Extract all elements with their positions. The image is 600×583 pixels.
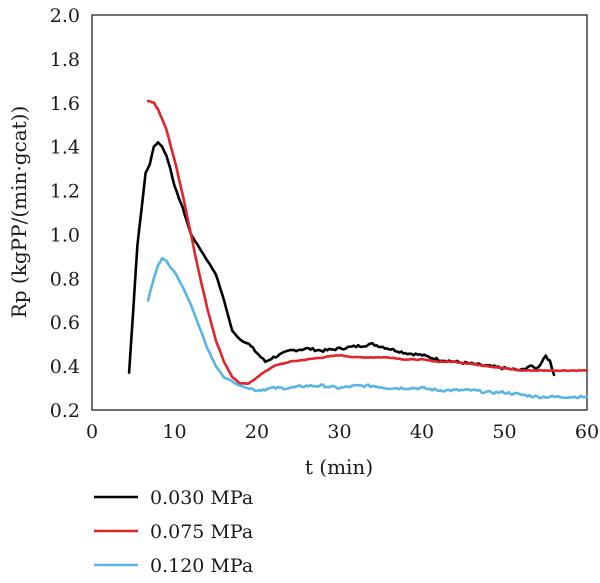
y-tick-label: 1.4 — [50, 137, 80, 159]
legend: 0.030 MPa 0.075 MPa 0.120 MPa — [94, 487, 253, 577]
y-axis-title: Rp (kgPP/(min·gcat)) — [7, 106, 31, 319]
series-line-3 — [146, 256, 589, 400]
series-line-1 — [127, 141, 556, 377]
legend-label-2: 0.075 MPa — [150, 521, 253, 543]
y-tick-label: 0.4 — [50, 356, 80, 378]
x-tick-label: 20 — [245, 421, 269, 443]
x-tick-label: 50 — [492, 421, 516, 443]
y-tick-label: 0.8 — [50, 268, 80, 290]
legend-label-3: 0.120 MPa — [150, 555, 253, 577]
x-tick-label: 40 — [410, 421, 434, 443]
y-tick-labels: 0.2 0.4 0.6 0.8 1.0 1.2 1.4 1.6 1.8 2.0 — [50, 5, 80, 422]
y-tick-label: 0.2 — [50, 400, 80, 422]
y-tick-label: 2.0 — [50, 5, 80, 27]
plot-frame — [91, 14, 588, 411]
x-tick-label: 0 — [86, 421, 98, 443]
x-axis-title: t (min) — [305, 455, 373, 479]
x-tick-label: 30 — [327, 421, 351, 443]
x-tick-label: 10 — [162, 421, 186, 443]
y-tick-label: 1.8 — [50, 49, 80, 71]
series-layer — [127, 99, 589, 400]
y-tick-label: 1.2 — [50, 181, 80, 203]
x-tick-labels: 0 10 20 30 40 50 60 — [86, 421, 599, 443]
x-tick-label: 60 — [575, 421, 599, 443]
y-tick-label: 1.0 — [50, 224, 80, 246]
legend-label-1: 0.030 MPa — [150, 487, 253, 509]
y-tick-label: 0.6 — [50, 312, 80, 334]
series-line-2 — [146, 99, 589, 386]
y-tick-label: 1.6 — [50, 93, 80, 115]
